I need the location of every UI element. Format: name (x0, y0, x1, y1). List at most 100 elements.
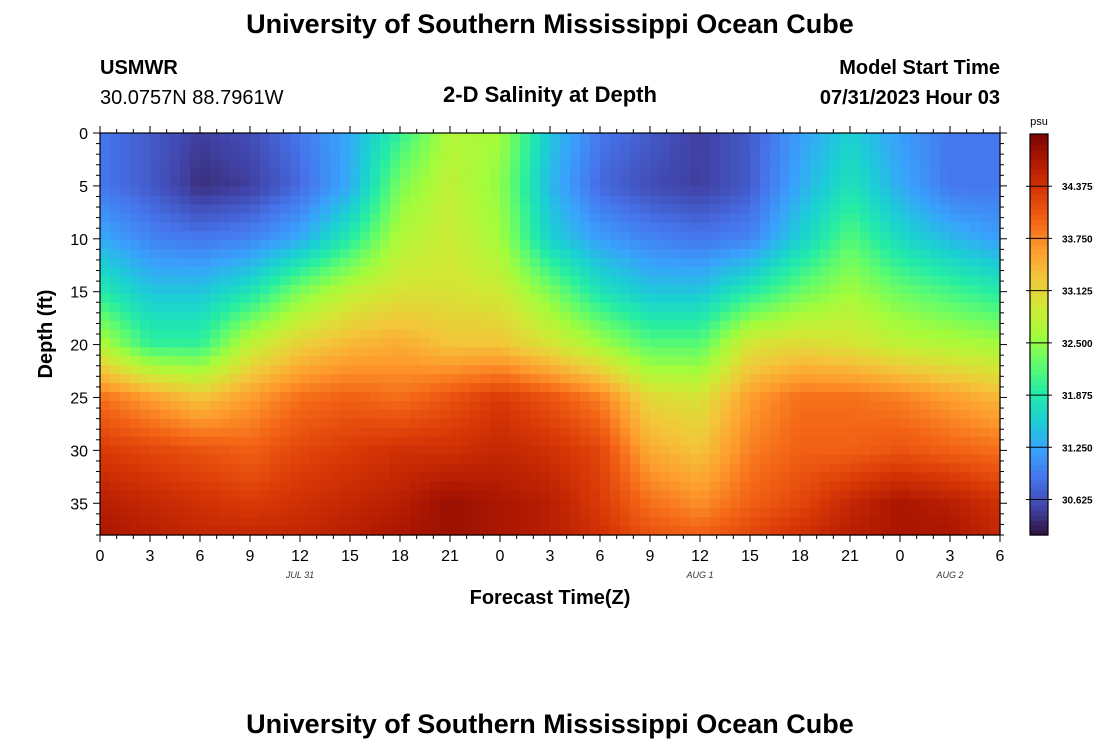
heatmap-cell (760, 436, 771, 447)
heatmap-cell (750, 302, 761, 313)
heatmap-cell (740, 392, 751, 402)
heatmap-cell (730, 222, 741, 232)
heatmap-cell (580, 409, 591, 420)
heatmap-cell (550, 508, 561, 518)
heatmap-cell (170, 463, 181, 474)
heatmap-cell (840, 481, 851, 491)
heatmap-cell (330, 454, 341, 465)
heatmap-cell (930, 186, 941, 197)
heatmap-cell (680, 356, 691, 366)
heatmap-cell (890, 418, 901, 429)
heatmap-cell (100, 409, 111, 420)
heatmap-cell (330, 311, 341, 322)
heatmap-cell (980, 275, 991, 286)
heatmap-cell (200, 392, 211, 402)
heatmap-cell (500, 275, 511, 286)
heatmap-cell (990, 133, 1001, 143)
heatmap-cell (860, 168, 871, 179)
heatmap-cell (180, 302, 191, 313)
heatmap-cell (490, 177, 501, 188)
heatmap-cell (740, 481, 751, 491)
heatmap-cell (950, 499, 961, 509)
heatmap-cell (400, 401, 411, 411)
heatmap-cell (770, 445, 781, 456)
heatmap-cell (350, 365, 361, 375)
heatmap-cell (820, 517, 831, 527)
heatmap-cell (430, 204, 441, 214)
heatmap-cell (930, 508, 941, 518)
heatmap-cell (570, 168, 581, 179)
heatmap-cell (900, 454, 911, 465)
heatmap-cell (660, 392, 671, 402)
heatmap-cell (880, 409, 891, 420)
heatmap-cell (250, 517, 261, 527)
heatmap-cell (380, 168, 391, 179)
heatmap-cell (600, 436, 611, 447)
heatmap-cell (660, 258, 671, 268)
heatmap-cell (530, 392, 541, 402)
heatmap-cell (360, 186, 371, 197)
heatmap-cell (970, 454, 981, 465)
heatmap-cell (960, 177, 971, 188)
heatmap-cell (120, 302, 131, 313)
heatmap-cell (140, 133, 151, 143)
heatmap-cell (710, 150, 721, 161)
heatmap-cell (750, 481, 761, 491)
heatmap-cell (220, 329, 231, 340)
heatmap-cell (750, 526, 761, 536)
heatmap-cell (370, 133, 381, 143)
heatmap-cell (750, 490, 761, 500)
heatmap-cell (750, 356, 761, 366)
heatmap-cell (200, 374, 211, 384)
heatmap-cell (860, 231, 871, 241)
heatmap-cell (520, 347, 531, 357)
heatmap-cell (980, 392, 991, 402)
heatmap-cell (160, 275, 171, 286)
heatmap-cell (500, 222, 511, 232)
heatmap-cell (570, 133, 581, 143)
heatmap-cell (680, 159, 691, 170)
heatmap-cell (400, 320, 411, 331)
heatmap-cell (590, 329, 601, 340)
heatmap-cell (880, 150, 891, 161)
heatmap-cell (300, 365, 311, 375)
heatmap-cell (610, 481, 621, 491)
model-start-value: 07/31/2023 Hour 03 (819, 87, 1000, 109)
heatmap-cell (290, 329, 301, 340)
heatmap-cell (440, 508, 451, 518)
heatmap-cell (620, 445, 631, 456)
heatmap-cell (740, 374, 751, 384)
heatmap-cell (460, 445, 471, 456)
heatmap-cell (720, 133, 731, 143)
heatmap-cell (390, 427, 401, 438)
heatmap-cell (790, 338, 801, 348)
heatmap-cell (600, 409, 611, 420)
heatmap-cell (540, 150, 551, 161)
heatmap-cell (300, 499, 311, 509)
heatmap-cell (900, 365, 911, 375)
heatmap-cell (920, 222, 931, 232)
heatmap-cell (510, 150, 521, 161)
heatmap-cell (290, 222, 301, 232)
heatmap-cell (990, 222, 1001, 232)
heatmap-cell (480, 526, 491, 536)
heatmap-cell (330, 293, 341, 304)
heatmap-cell (220, 133, 231, 143)
heatmap-cell (920, 472, 931, 482)
heatmap-cell (590, 159, 601, 170)
heatmap-cell (810, 499, 821, 509)
heatmap-cell (250, 508, 261, 518)
heatmap-cell (660, 418, 671, 429)
heatmap-cell (210, 231, 221, 241)
heatmap-cell (240, 159, 251, 170)
heatmap-cell (340, 177, 351, 188)
heatmap-cell (240, 240, 251, 250)
heatmap-cell (390, 150, 401, 161)
heatmap-cell (320, 526, 331, 536)
heatmap-cell (910, 284, 921, 295)
heatmap-cell (360, 481, 371, 491)
heatmap-cell (460, 490, 471, 500)
heatmap-cell (360, 508, 371, 518)
heatmap-cell (860, 275, 871, 286)
heatmap-cell (320, 204, 331, 214)
